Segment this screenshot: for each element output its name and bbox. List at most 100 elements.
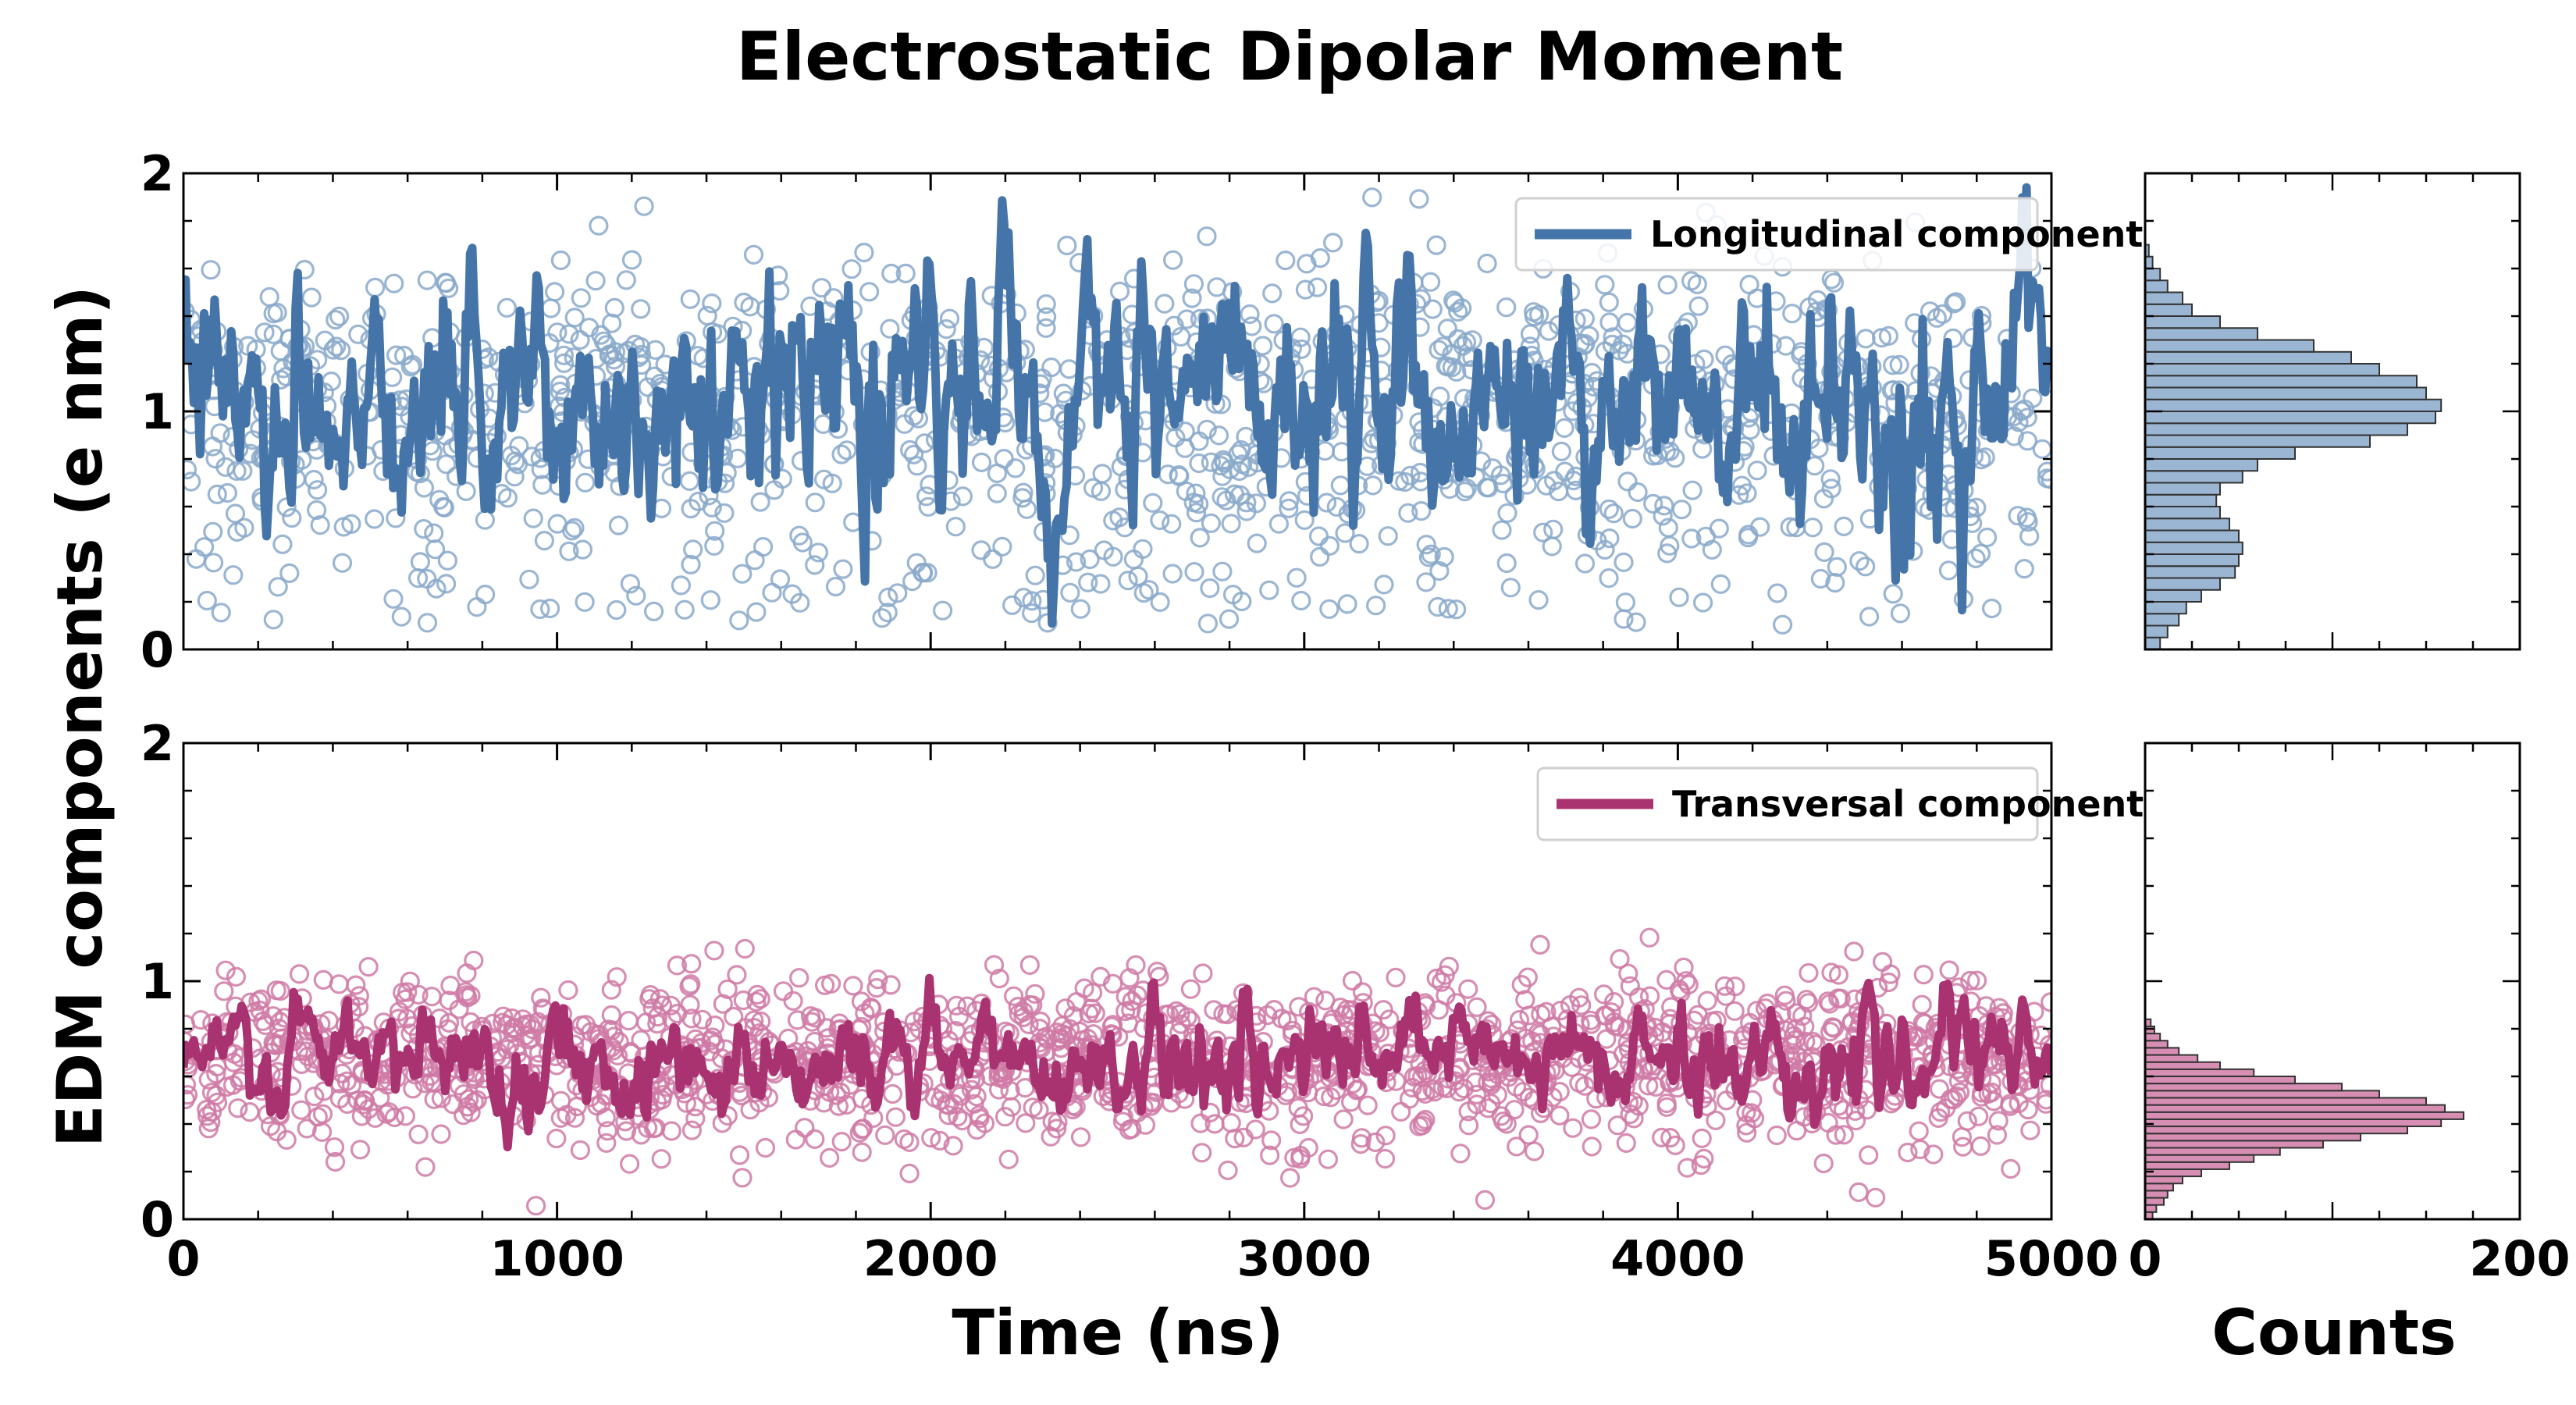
- scatter-point: [1426, 235, 1446, 255]
- scatter-point: [1222, 585, 1244, 605]
- scatter-point: [437, 550, 458, 571]
- scatter-point: [1162, 250, 1183, 270]
- scatter-point: [1279, 1168, 1300, 1188]
- scatter-point: [1429, 340, 1449, 360]
- scatter-point: [952, 1110, 973, 1131]
- scatter-point: [1569, 1072, 1589, 1093]
- scatter-point: [1524, 1141, 1545, 1161]
- scatter-point: [263, 304, 283, 324]
- scatter-point: [1446, 361, 1467, 382]
- scatter-point: [251, 989, 272, 1009]
- scatter-point: [1820, 469, 1841, 489]
- histogram-bar: [2144, 482, 2221, 496]
- histogram-bar: [2144, 1097, 2427, 1106]
- scatter-point: [1335, 523, 1355, 543]
- scatter-point: [639, 989, 660, 1009]
- scatter-point: [1946, 1086, 1967, 1106]
- scatter-point: [1960, 970, 1980, 991]
- x-tick-label: 4000: [1610, 1230, 1745, 1287]
- scatter-point: [1379, 1009, 1400, 1030]
- scatter-point: [899, 1163, 920, 1184]
- scatter-point: [831, 1131, 852, 1152]
- scatter-point: [645, 340, 666, 360]
- scatter-point: [2032, 439, 2051, 459]
- scatter-point: [1677, 1158, 1698, 1178]
- histogram-bar: [2144, 350, 2352, 365]
- histogram-bar: [2144, 565, 2236, 579]
- scatter-point: [225, 503, 246, 524]
- scatter-point: [1694, 1148, 1714, 1169]
- scatter-point: [1416, 572, 1436, 592]
- histogram-bar: [2144, 1140, 2324, 1149]
- scatter-point: [1653, 506, 1673, 526]
- scatter-point: [1036, 318, 1056, 338]
- scatter-point: [660, 995, 681, 1016]
- scatter-point: [519, 569, 539, 589]
- histogram-bar: [2144, 1025, 2155, 1035]
- scatter-point: [1446, 599, 1467, 620]
- scatter-point: [805, 1129, 825, 1150]
- scatter-point: [878, 587, 898, 608]
- scatter-point: [989, 968, 1009, 989]
- scatter-point: [1813, 1153, 1834, 1174]
- scatter-point: [1737, 483, 1757, 503]
- scatter-point: [596, 1108, 616, 1128]
- scatter-point: [183, 471, 201, 492]
- scatter-point: [559, 541, 579, 561]
- histogram-bar: [2144, 1168, 2202, 1178]
- scatter-point: [1139, 580, 1159, 600]
- scatter-point: [215, 960, 236, 980]
- scatter-point: [1930, 1101, 1951, 1122]
- scatter-point: [631, 299, 651, 319]
- scatter-point: [1201, 513, 1222, 533]
- scatter-point: [248, 991, 269, 1012]
- scatter-point: [431, 1124, 451, 1144]
- scatter-point: [1820, 994, 1840, 1014]
- scatter-point: [1454, 482, 1475, 502]
- scatter-point: [681, 498, 701, 519]
- scatter-point: [1844, 941, 1864, 962]
- scatter-point: [1506, 1076, 1527, 1097]
- scatter-point: [2019, 526, 2040, 546]
- scatter-point: [391, 606, 411, 627]
- scatter-point: [1517, 967, 1538, 987]
- scatter-point: [348, 324, 368, 344]
- scatter-point: [808, 542, 829, 563]
- scatter-point: [952, 486, 973, 507]
- scatter-point: [1375, 1126, 1396, 1146]
- scatter-point: [1776, 991, 1796, 1011]
- scatter-point: [601, 980, 621, 1000]
- scatter-point: [1268, 514, 1290, 534]
- scatter-point: [1814, 542, 1834, 563]
- scatter-point: [1091, 574, 1111, 594]
- scatter-point: [1286, 567, 1307, 588]
- scatter-point: [1878, 972, 1898, 993]
- scatter-point: [314, 1081, 334, 1101]
- scatter-point: [307, 500, 327, 521]
- scatter-point: [2008, 506, 2028, 526]
- scatter-point: [727, 965, 747, 985]
- scatter-point: [2014, 558, 2034, 579]
- scatter-point: [1326, 496, 1347, 517]
- scatter-point: [496, 297, 518, 318]
- scatter-point: [620, 574, 641, 594]
- scatter-point: [1122, 991, 1142, 1012]
- scatter-point: [350, 1140, 371, 1160]
- scatter-point: [1497, 503, 1517, 523]
- scatter-point: [183, 460, 197, 480]
- scatter-point: [408, 1124, 429, 1144]
- scatter-point: [1400, 465, 1421, 486]
- scatter-point: [1596, 1029, 1617, 1049]
- scatter-point: [438, 278, 459, 298]
- scatter-point: [1253, 336, 1273, 356]
- scatter-point: [1694, 349, 1714, 369]
- scatter-point: [1211, 456, 1231, 476]
- scatter-point: [1080, 549, 1100, 570]
- scatter-point: [681, 1008, 702, 1029]
- scatter-point: [467, 596, 487, 617]
- scatter-point: [1643, 493, 1663, 514]
- y-tick-label: 0: [141, 1191, 174, 1248]
- scatter-point: [1823, 272, 1845, 293]
- scatter-point: [1025, 565, 1045, 585]
- scatter-point: [222, 1075, 244, 1095]
